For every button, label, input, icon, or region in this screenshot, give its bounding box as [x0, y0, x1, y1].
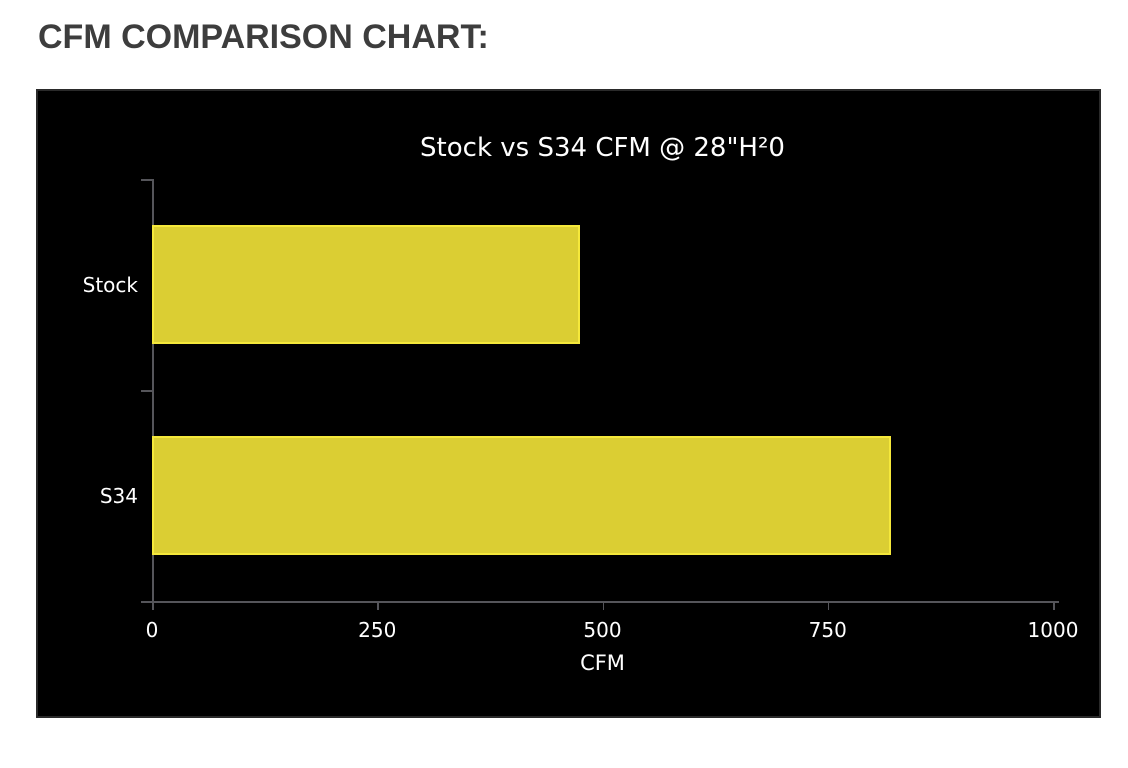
x-tick-label: 0	[145, 618, 159, 642]
y-category-label: S34	[99, 483, 138, 508]
x-axis-tick	[1053, 601, 1055, 610]
y-axis-tick	[141, 601, 152, 603]
y-axis-tick	[141, 179, 152, 181]
x-axis-tick	[827, 601, 830, 610]
bar-stock	[152, 225, 580, 344]
x-axis-tick	[377, 601, 379, 610]
x-tick-label: 500	[583, 618, 622, 642]
y-axis-tick	[141, 390, 152, 392]
y-category-label: Stock	[82, 272, 138, 297]
x-tick-label: 1000	[1027, 618, 1079, 642]
x-axis-tick	[602, 601, 604, 610]
y-axis-line	[152, 179, 154, 601]
chart-title: Stock vs S34 CFM @ 28"H²0	[420, 133, 785, 163]
bar-chart: Stock vs S34 CFM @ 28"H²0 0 250 500 750 1000…	[36, 89, 1101, 718]
x-tick-label: 250	[358, 618, 397, 642]
bar-s34	[152, 436, 891, 555]
x-axis-line	[141, 601, 1059, 603]
page-heading: CFM COMPARISON CHART:	[38, 18, 489, 56]
x-tick-label: 750	[808, 618, 847, 642]
x-axis-tick	[152, 601, 154, 610]
x-axis-title: CFM	[580, 651, 625, 675]
